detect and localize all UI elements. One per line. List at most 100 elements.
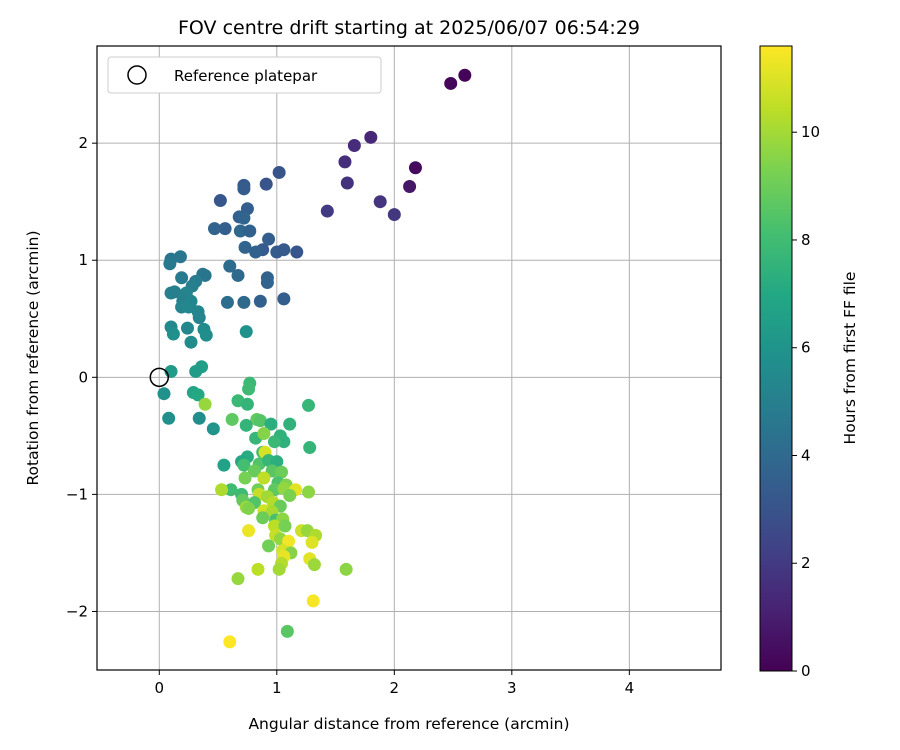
data-point	[162, 411, 176, 425]
plot-area: 0 1 2 3 4 −2 −1 0 1 2	[66, 45, 722, 697]
colorbar-tick-label: 2	[801, 554, 811, 572]
data-point	[239, 325, 253, 339]
data-point	[237, 211, 251, 225]
data-point	[257, 471, 271, 485]
data-point	[257, 427, 271, 441]
plot-frame	[96, 45, 722, 671]
data-point	[277, 243, 291, 257]
data-point	[262, 539, 276, 553]
data-point	[262, 232, 276, 246]
colorbar-tick-label: 6	[801, 339, 811, 357]
data-point	[290, 245, 304, 259]
data-point	[237, 182, 251, 196]
legend-box	[107, 56, 382, 94]
gridlines	[97, 46, 721, 670]
data-point	[213, 194, 227, 208]
legend-label: Reference platepar	[174, 67, 318, 85]
data-point	[184, 335, 198, 349]
data-point	[306, 594, 320, 608]
data-point	[260, 275, 274, 289]
data-point	[166, 327, 180, 341]
data-point	[224, 483, 238, 497]
data-point	[237, 295, 251, 309]
data-point	[168, 285, 182, 299]
data-point	[340, 176, 354, 190]
colorbar-gradient	[759, 45, 793, 672]
data-point	[217, 458, 231, 472]
data-point	[303, 441, 317, 455]
data-point	[218, 222, 232, 236]
data-point	[242, 524, 256, 538]
data-point	[444, 76, 458, 90]
data-point	[208, 222, 222, 236]
data-point	[302, 398, 316, 412]
data-point	[242, 501, 256, 515]
data-point	[198, 397, 212, 411]
data-point	[220, 295, 234, 309]
y-tick-label: −1	[66, 485, 88, 503]
data-point	[320, 204, 334, 218]
x-tick-label: 1	[272, 679, 282, 697]
data-point	[192, 311, 206, 325]
data-point	[237, 458, 251, 472]
data-point	[173, 250, 187, 264]
data-point	[274, 465, 288, 479]
data-point	[175, 271, 189, 285]
data-point	[192, 411, 206, 425]
x-axis-label: Angular distance from reference (arcmin)	[248, 715, 569, 733]
data-point	[239, 418, 253, 432]
legend-marker-icon	[127, 65, 147, 85]
data-point	[387, 208, 401, 222]
y-tick-label: −2	[66, 602, 88, 620]
data-point	[215, 483, 229, 497]
colorbar-tick-label: 8	[801, 231, 811, 249]
data-point	[231, 572, 245, 586]
y-tick-label: 2	[78, 134, 88, 152]
colorbar: 0 2 4 6 8 10 Hours from first FF file	[759, 45, 859, 680]
data-point	[403, 179, 417, 193]
x-tick-label: 2	[390, 679, 400, 697]
data-point	[277, 435, 291, 449]
data-point	[280, 624, 294, 638]
data-point	[305, 535, 319, 549]
data-point	[458, 68, 472, 82]
data-point	[198, 268, 212, 282]
data-point	[408, 161, 422, 175]
data-point	[225, 412, 239, 426]
data-point	[277, 292, 291, 306]
data-point	[283, 489, 297, 503]
data-point	[199, 328, 213, 342]
x-tick-label: 4	[625, 679, 635, 697]
data-point	[233, 224, 247, 238]
colorbar-ticks: 0 2 4 6 8 10	[792, 123, 820, 680]
data-point	[206, 422, 220, 436]
data-point	[282, 534, 296, 548]
y-tick-label: 1	[78, 251, 88, 269]
colorbar-tick-label: 0	[801, 662, 811, 680]
data-point	[347, 139, 361, 153]
data-point	[223, 635, 237, 649]
x-axis-ticks: 0 1 2 3 4	[155, 670, 635, 697]
data-point	[240, 397, 254, 411]
y-tick-label: 0	[78, 368, 88, 386]
data-point	[338, 155, 352, 169]
data-point	[278, 519, 292, 533]
data-point	[180, 321, 194, 335]
data-point	[272, 562, 286, 576]
x-tick-label: 0	[155, 679, 165, 697]
data-point	[247, 464, 261, 478]
x-tick-label: 3	[507, 679, 517, 697]
data-points	[157, 68, 472, 649]
legend: Reference platepar	[107, 56, 382, 94]
data-point	[364, 130, 378, 144]
data-point	[243, 224, 257, 238]
data-point	[307, 558, 321, 572]
data-point	[163, 257, 177, 271]
data-point	[189, 364, 203, 378]
data-point	[267, 435, 281, 449]
data-point	[231, 268, 245, 282]
y-axis-label: Rotation from reference (arcmin)	[24, 230, 42, 485]
data-point	[223, 259, 237, 273]
data-point	[238, 240, 252, 254]
